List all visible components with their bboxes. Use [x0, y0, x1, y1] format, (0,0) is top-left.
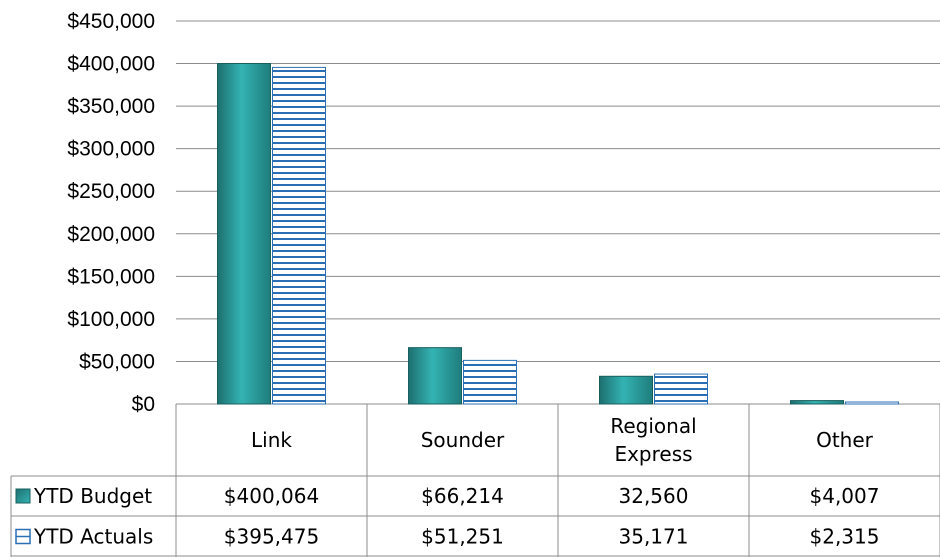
category-label: Regional: [610, 414, 696, 438]
y-tick-label: $200,000: [67, 223, 155, 246]
bar-ytd-actuals: [845, 401, 899, 405]
y-tick-label: $100,000: [67, 308, 155, 331]
bar-ytd-budget: [790, 400, 844, 405]
bar-ytd-budget: [408, 347, 462, 405]
y-tick-label: $150,000: [67, 265, 155, 288]
bar-ytd-actuals: [463, 359, 517, 405]
category-label: Link: [251, 428, 292, 452]
data-label: $4,007: [810, 484, 880, 508]
bar-ytd-actuals: [272, 66, 326, 405]
data-table: Link Sounder Regional Express Other YTD Budge…: [10, 404, 940, 557]
y-axis-tick-labels: $0 $50,000 $100,000 $150,000 $200,000 $250,00…: [67, 10, 155, 416]
category-label: Express: [614, 442, 692, 466]
y-tick-label: $50,000: [79, 350, 155, 373]
y-tick-label: $350,000: [67, 95, 155, 118]
legend-label: YTD Budget: [33, 484, 152, 508]
category-label: Other: [816, 428, 874, 452]
legend-key-ytd-budget: [15, 488, 31, 504]
y-tick-label: $300,000: [67, 138, 155, 161]
bar-ytd-budget: [217, 63, 271, 405]
data-label: $51,251: [421, 525, 504, 549]
bars: [217, 63, 899, 405]
y-tick-label: $400,000: [67, 53, 155, 76]
legend-label: YTD Actuals: [33, 525, 153, 549]
data-label: $2,315: [810, 525, 880, 549]
data-label: $395,475: [224, 525, 319, 549]
category-label: Sounder: [421, 428, 505, 452]
data-label: 32,560: [619, 484, 689, 508]
data-label: $66,214: [421, 484, 504, 508]
y-tick-label: $0: [132, 393, 155, 416]
bar-ytd-actuals: [654, 373, 708, 405]
y-tick-label: $250,000: [67, 180, 155, 203]
y-tick-label: $450,000: [67, 10, 155, 33]
data-label: $400,064: [224, 484, 319, 508]
data-label: 35,171: [619, 525, 689, 549]
bar-ytd-budget: [599, 375, 653, 405]
